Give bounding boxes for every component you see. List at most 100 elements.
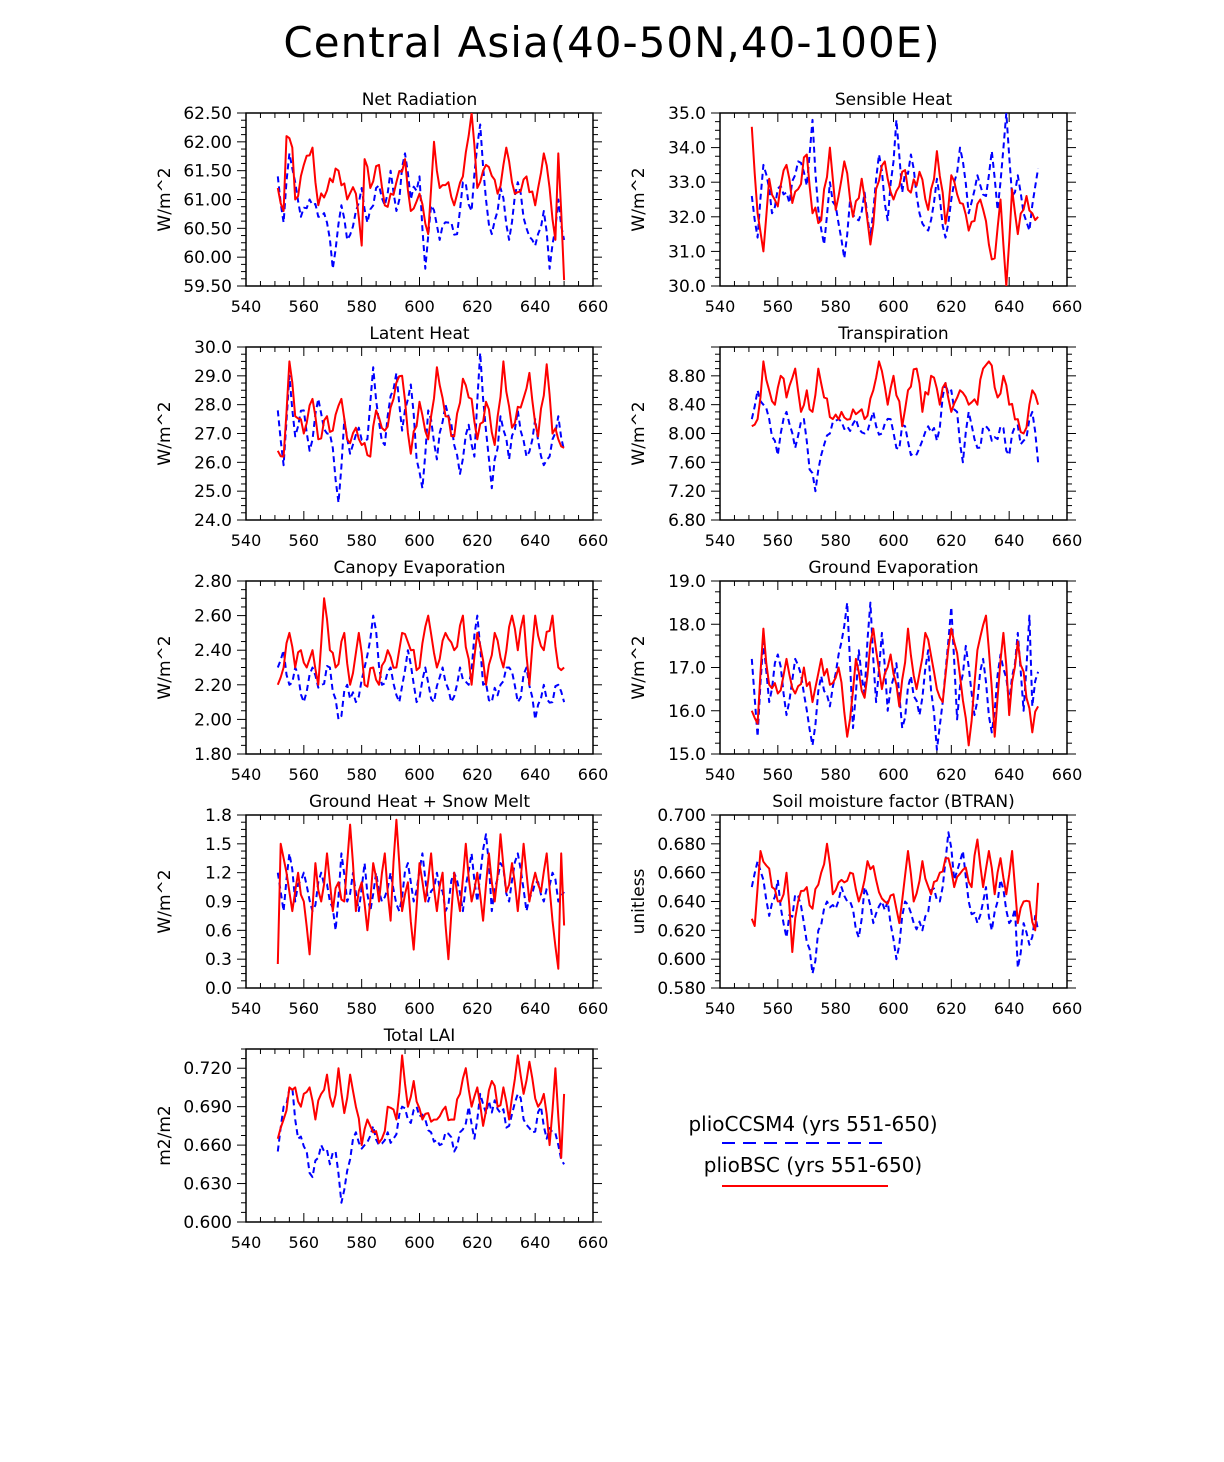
y-tick-label: 62.00 xyxy=(183,133,232,153)
x-tick-label: 580 xyxy=(820,765,851,784)
x-tick-label: 600 xyxy=(878,531,909,550)
y-tick-label: 1.2 xyxy=(205,864,232,884)
panel-title: Total LAI xyxy=(383,1026,456,1046)
x-tick-label: 600 xyxy=(404,1233,435,1252)
y-tick-label: 1.80 xyxy=(194,745,232,765)
panel-canopy-evaporation: 540 560 580 600 620 640 660 1.80 2.00 2.20 2.40 2.6… xyxy=(155,558,608,784)
series-line-pliobsc xyxy=(751,360,1040,435)
x-tick-label: 640 xyxy=(994,297,1025,316)
y-tick-label: 32.0 xyxy=(668,208,706,228)
x-tick-label: 580 xyxy=(346,297,377,316)
series-line-pliobsc xyxy=(276,113,566,281)
x-tick-label: 540 xyxy=(231,1233,262,1252)
plot-frame xyxy=(719,814,1068,989)
y-tick-label: 61.50 xyxy=(183,162,232,182)
y-tick-label: 31.0 xyxy=(668,242,706,262)
panel-title: Ground Evaporation xyxy=(808,558,978,578)
x-tick-label: 640 xyxy=(994,999,1025,1018)
x-tick-label: 640 xyxy=(994,531,1025,550)
figure-title: Central Asia(40-50N,40-100E) xyxy=(283,18,941,67)
y-tick-label: 0.9 xyxy=(205,893,232,913)
y-tick-label: 8.40 xyxy=(668,396,706,416)
y-tick-label: 24.0 xyxy=(194,511,232,531)
x-tick-label: 640 xyxy=(520,1233,551,1252)
x-tick-label: 540 xyxy=(231,531,262,550)
y-tick-label: 26.0 xyxy=(194,453,232,473)
y-tick-label: 30.0 xyxy=(668,277,706,297)
panel-soil-moisture-factor-btran: 540 560 580 600 620 640 660 0.580 0.600 0.620 0.64… xyxy=(629,792,1082,1018)
series-line-pliobsc xyxy=(276,360,565,458)
series-line-pliobsc xyxy=(750,614,1039,747)
x-tick-label: 660 xyxy=(578,297,609,316)
x-tick-label: 540 xyxy=(705,297,736,316)
y-tick-label: 0.600 xyxy=(657,950,706,970)
y-axis-label: W/m^2 xyxy=(155,635,175,699)
x-tick-label: 600 xyxy=(404,765,435,784)
x-tick-label: 560 xyxy=(763,765,794,784)
series-line-plioccsm4 xyxy=(276,833,565,932)
legend: plioCCSM4 (yrs 551-650) plioBSC (yrs 551… xyxy=(688,1112,938,1187)
y-tick-label: 0.0 xyxy=(205,979,232,999)
series-line-pliobsc xyxy=(750,838,1040,953)
y-axis-label: W/m^2 xyxy=(629,635,649,699)
y-tick-label: 27.0 xyxy=(194,425,232,445)
y-tick-label: 29.0 xyxy=(194,367,232,387)
y-tick-label: 0.620 xyxy=(657,921,706,941)
y-tick-label: 0.630 xyxy=(183,1175,232,1195)
panel-title: Canopy Evaporation xyxy=(333,558,505,578)
series-line-pliobsc xyxy=(276,597,565,688)
x-tick-label: 620 xyxy=(462,1233,493,1252)
series-line-plioccsm4 xyxy=(750,831,1040,975)
legend-label-pliobsc: plioBSC (yrs 551-650) xyxy=(704,1153,922,1177)
x-tick-label: 660 xyxy=(1052,297,1083,316)
x-tick-label: 560 xyxy=(289,531,320,550)
x-tick-label: 620 xyxy=(462,999,493,1018)
series-line-plioccsm4 xyxy=(750,382,1040,493)
panel-total-lai: 540 560 580 600 620 640 660 0.600 0.630 0.660 0.69… xyxy=(155,1026,608,1252)
y-tick-label: 7.60 xyxy=(668,453,706,473)
y-tick-label: 30.0 xyxy=(194,338,232,358)
y-tick-label: 2.80 xyxy=(194,572,232,592)
x-tick-label: 640 xyxy=(520,999,551,1018)
x-tick-label: 560 xyxy=(289,297,320,316)
x-tick-label: 660 xyxy=(1052,999,1083,1018)
x-tick-label: 540 xyxy=(231,297,262,316)
x-tick-label: 600 xyxy=(878,765,909,784)
y-tick-label: 19.0 xyxy=(668,572,706,592)
y-tick-label: 0.680 xyxy=(657,835,706,855)
y-tick-label: 0.690 xyxy=(183,1098,232,1118)
legend-label-plioccsm4: plioCCSM4 (yrs 551-650) xyxy=(688,1112,937,1136)
y-tick-label: 25.0 xyxy=(194,482,232,502)
x-tick-label: 620 xyxy=(936,765,967,784)
x-tick-label: 580 xyxy=(346,1233,377,1252)
x-tick-label: 660 xyxy=(578,531,609,550)
x-tick-label: 600 xyxy=(878,297,909,316)
y-axis-label: W/m^2 xyxy=(155,167,175,231)
x-tick-label: 560 xyxy=(763,297,794,316)
x-tick-label: 580 xyxy=(820,531,851,550)
y-axis-label: m2/m2 xyxy=(155,1105,175,1165)
x-tick-label: 620 xyxy=(462,765,493,784)
y-tick-label: 59.50 xyxy=(183,277,232,297)
y-tick-label: 2.20 xyxy=(194,676,232,696)
x-tick-label: 620 xyxy=(936,297,967,316)
panel-latent-heat: 540 560 580 600 620 640 660 24.0 25.0 26.0 27.0 28.… xyxy=(155,324,608,550)
y-axis-label: W/m^2 xyxy=(155,869,175,933)
series-line-plioccsm4 xyxy=(750,113,1040,260)
y-tick-label: 2.40 xyxy=(194,641,232,661)
x-tick-label: 540 xyxy=(705,999,736,1018)
panel-sensible-heat: 540 560 580 600 620 640 660 30.0 31.0 32.0 33.0 34.… xyxy=(629,90,1082,316)
y-tick-label: 0.3 xyxy=(205,950,232,970)
plot-frame xyxy=(245,814,594,989)
chart-panels: 540 560 580 600 620 640 660 59.50 60.00 60.50 61.0… xyxy=(155,90,1082,1252)
y-tick-label: 0.640 xyxy=(657,893,706,913)
x-tick-label: 540 xyxy=(231,765,262,784)
x-tick-label: 640 xyxy=(520,531,551,550)
panel-ground-heat-snow-melt: 540 560 580 600 620 640 660 0.0 0.3 0.6 0.9 1.2 1.5 1… xyxy=(155,792,608,1018)
panel-title: Sensible Heat xyxy=(835,90,953,110)
y-tick-label: 0.580 xyxy=(657,979,706,999)
x-tick-label: 600 xyxy=(878,999,909,1018)
x-tick-label: 600 xyxy=(404,297,435,316)
y-tick-label: 2.60 xyxy=(194,607,232,627)
x-tick-label: 580 xyxy=(346,531,377,550)
